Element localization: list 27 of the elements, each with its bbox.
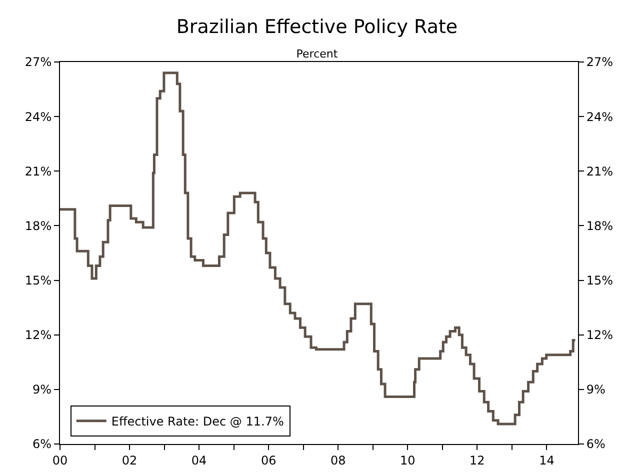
y-tick-label: 12% xyxy=(24,328,52,342)
x-tick-label: 12 xyxy=(470,453,485,468)
y2-tick-label: 27% xyxy=(586,55,614,70)
x-tick-label: 08 xyxy=(330,453,346,468)
x-tick-label: 04 xyxy=(191,453,207,468)
x-tick-label: 02 xyxy=(122,453,138,468)
y-tick-label: 27% xyxy=(24,55,52,70)
chart-title: Brazilian Effective Policy Rate xyxy=(176,16,458,38)
x-tick-label: 14 xyxy=(539,453,554,468)
y-tick-label: 18% xyxy=(24,218,52,233)
y2-tick-label: 9% xyxy=(586,382,606,397)
y2-tick-label: 12% xyxy=(586,328,614,342)
y2-tick-label: 6% xyxy=(586,437,606,452)
legend-label: Effective Rate: Dec @ 11.7% xyxy=(111,414,284,429)
y-tick-label: 9% xyxy=(32,382,52,397)
x-tick-label: 06 xyxy=(260,453,276,468)
y2-tick-label: 24% xyxy=(586,110,614,124)
y-tick-label: 6% xyxy=(32,437,52,452)
x-tick-label: 10 xyxy=(400,453,416,468)
chart-subtitle: Percent xyxy=(296,48,338,61)
y2-tick-label: 18% xyxy=(586,218,614,233)
y2-tick-label: 21% xyxy=(586,164,614,178)
x-tick-label: 00 xyxy=(52,453,68,468)
y-tick-label: 21% xyxy=(24,164,52,178)
y-tick-label: 24% xyxy=(24,110,52,124)
y-tick-label: 15% xyxy=(24,273,52,288)
y2-tick-label: 15% xyxy=(586,273,614,288)
